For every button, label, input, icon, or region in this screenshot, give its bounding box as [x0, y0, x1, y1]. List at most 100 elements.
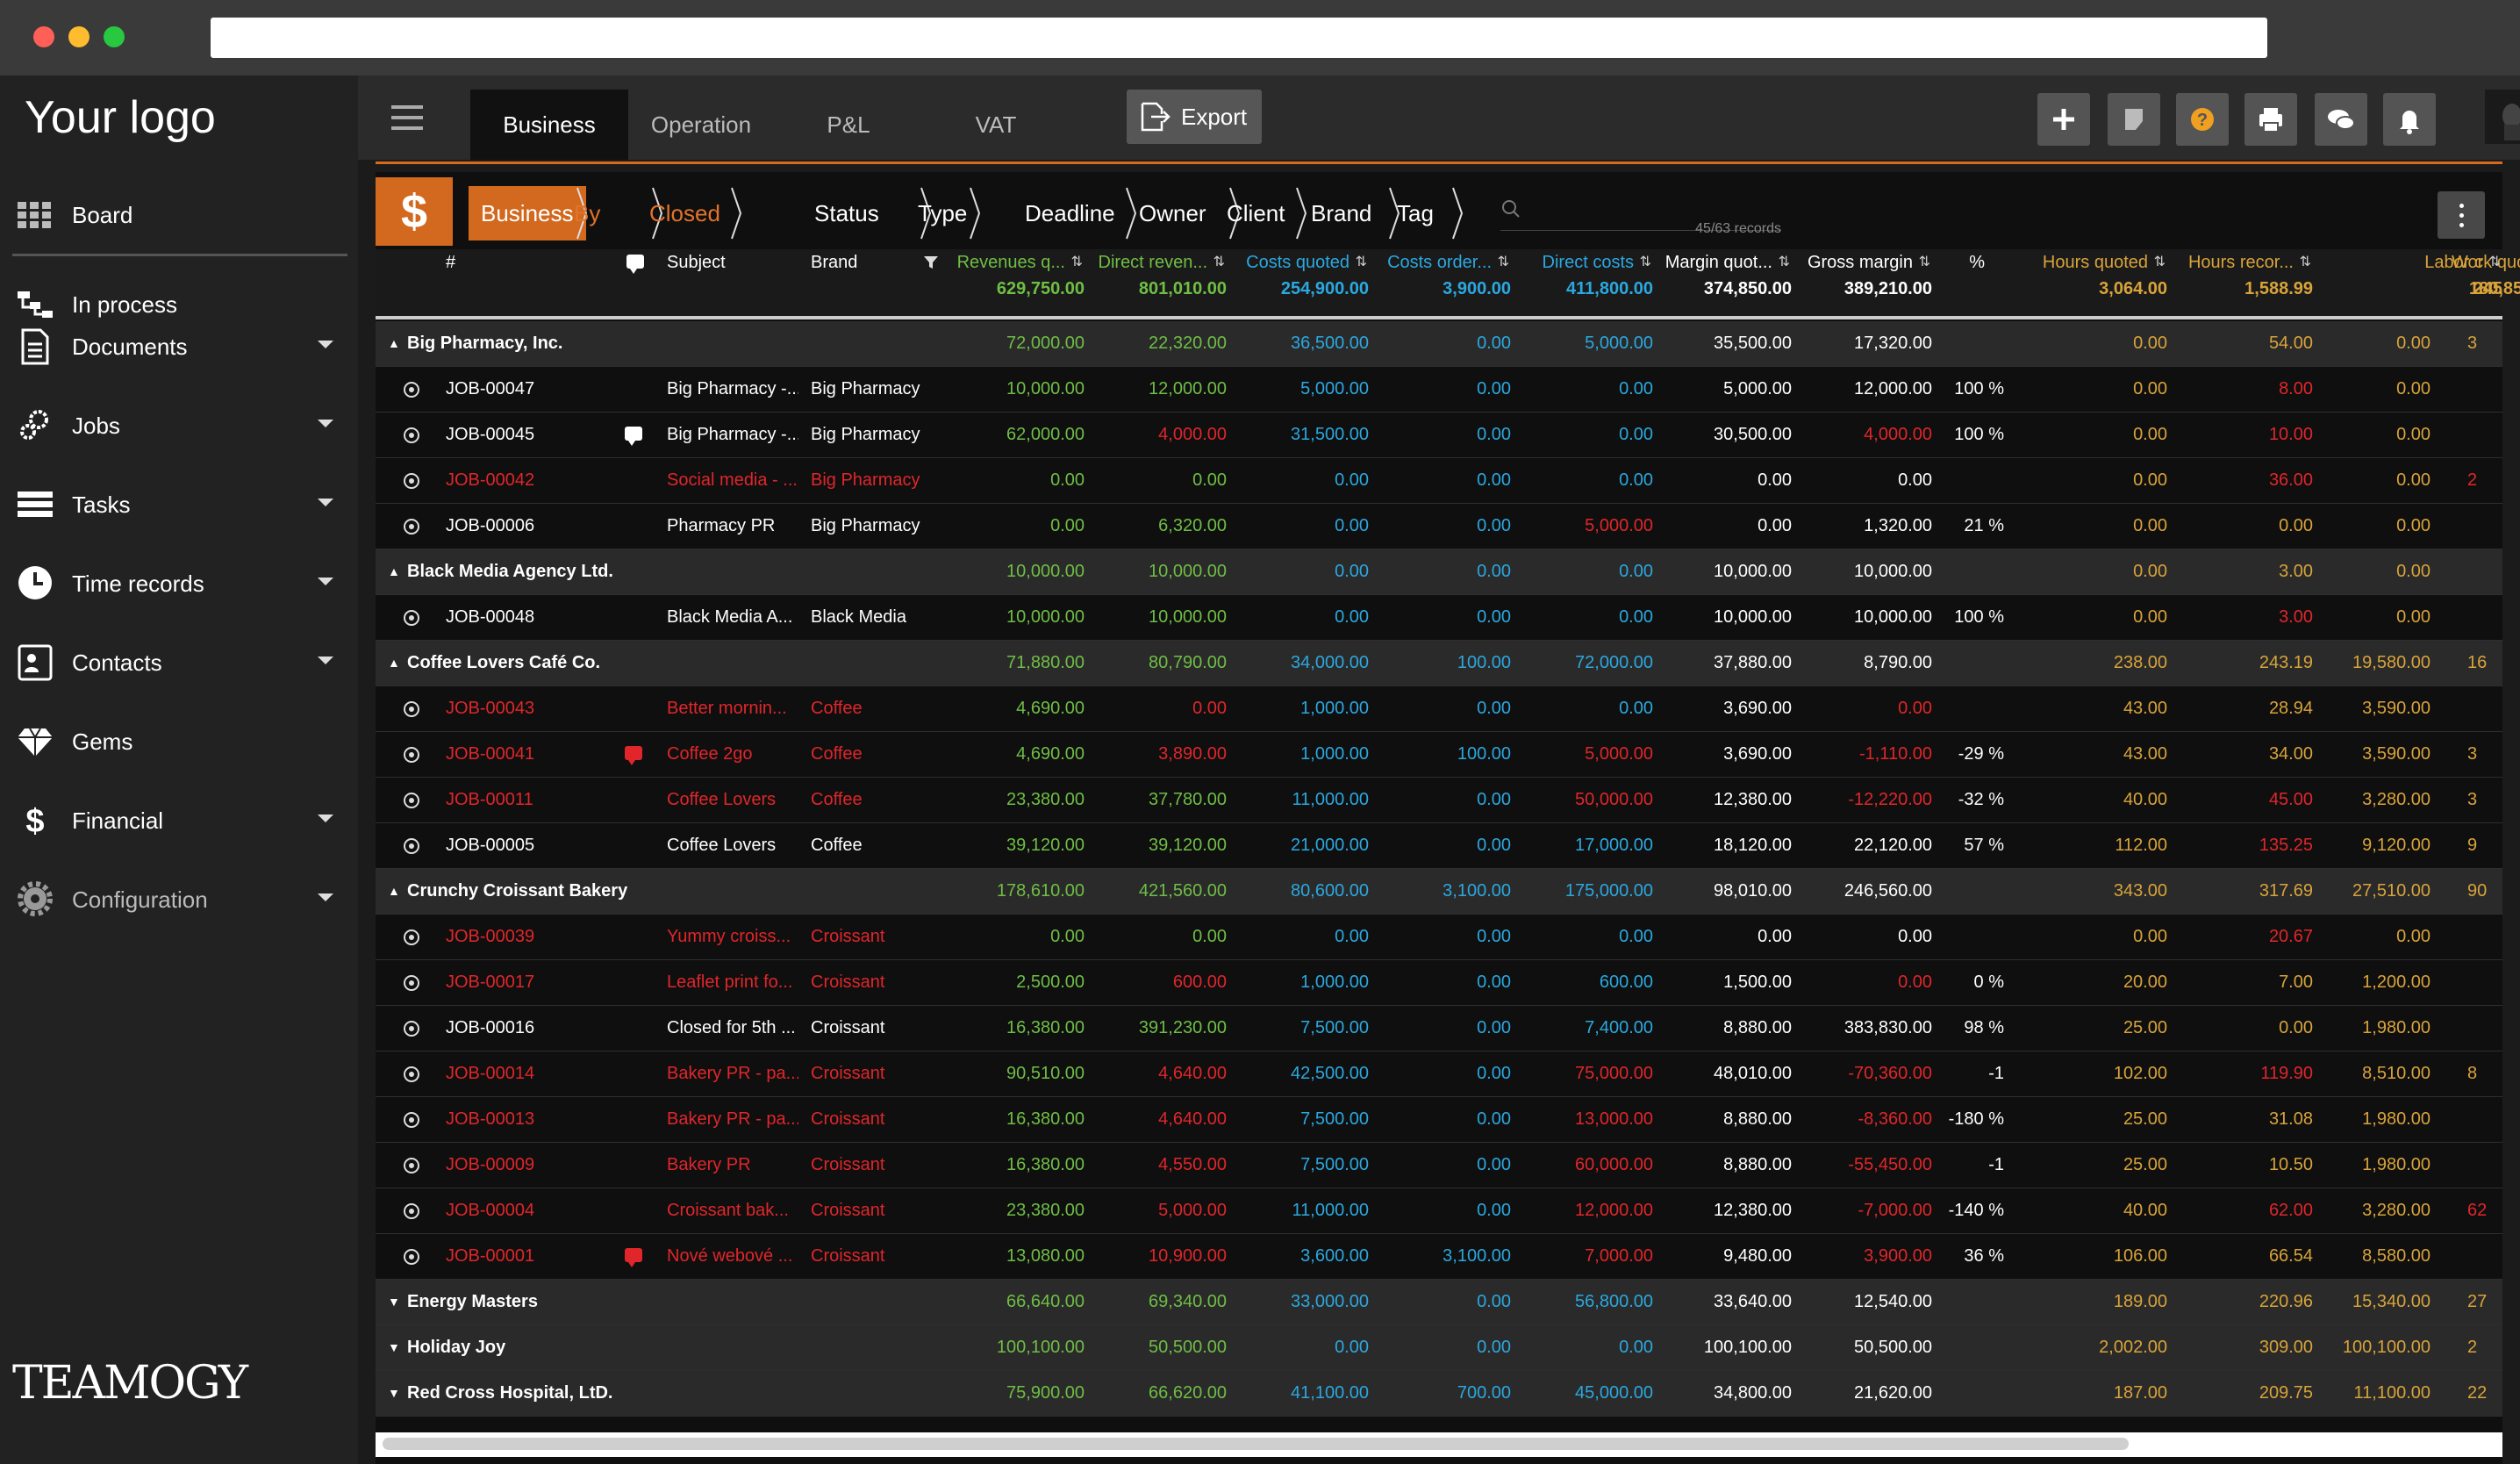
- client-group-row[interactable]: ▼ Red Cross Hospital, LtD. 75,900.00 66,620…: [376, 1371, 2502, 1417]
- job-number[interactable]: JOB-00004: [446, 1201, 535, 1220]
- column-header-margin-quot-[interactable]: Margin quot...: [1664, 253, 1772, 272]
- row-select-radio[interactable]: [404, 610, 419, 626]
- search-field[interactable]: 45/63 records: [1500, 195, 1781, 236]
- row-select-radio[interactable]: [404, 382, 419, 398]
- column-header-direct-costs[interactable]: Direct costs: [1542, 253, 1634, 272]
- chevron-down-icon[interactable]: [318, 420, 333, 427]
- row-select-radio[interactable]: [404, 473, 419, 489]
- table-row[interactable]: JOB-00041 Coffee 2go Coffee 4,690.00 3,890.0…: [376, 732, 2502, 778]
- table-row[interactable]: JOB-00011 Coffee Lovers Coffee 23,380.00 37,…: [376, 778, 2502, 823]
- table-row[interactable]: JOB-00014 Bakery PR - pa... Croissant 90,51…: [376, 1051, 2502, 1097]
- row-select-radio[interactable]: [404, 793, 419, 808]
- minimize-window-button[interactable]: [68, 26, 89, 47]
- sort-icon[interactable]: ⇅: [2299, 255, 2311, 269]
- sidebar-item-documents[interactable]: Documents: [0, 307, 358, 386]
- job-number[interactable]: JOB-00047: [446, 379, 535, 398]
- tab-vat[interactable]: VAT: [975, 111, 1017, 138]
- app-logo[interactable]: Your logo: [25, 92, 216, 143]
- table-row[interactable]: JOB-00001 Nové webové ... Croissant 13,080.…: [376, 1234, 2502, 1280]
- add-button[interactable]: [2037, 93, 2090, 146]
- client-group-row[interactable]: ▼ Energy Masters 66,640.00 69,340.00 33,000.…: [376, 1280, 2502, 1325]
- job-number[interactable]: JOB-00048: [446, 607, 535, 627]
- row-select-radio[interactable]: [404, 427, 419, 443]
- sidebar-item-tasks[interactable]: Tasks: [0, 465, 358, 544]
- maximize-window-button[interactable]: [104, 26, 125, 47]
- table-row[interactable]: JOB-00009 Bakery PR Croissant 16,380.00 4,55…: [376, 1143, 2502, 1188]
- sort-icon[interactable]: ⇅: [1070, 255, 1083, 269]
- sidebar-item-configuration[interactable]: Configuration: [0, 860, 358, 939]
- filter-crumb-type[interactable]: Type: [918, 200, 968, 226]
- row-select-radio[interactable]: [404, 1249, 419, 1265]
- row-select-radio[interactable]: [404, 1203, 419, 1219]
- row-select-radio[interactable]: [404, 1158, 419, 1173]
- chevron-down-icon[interactable]: [318, 893, 333, 901]
- sort-icon[interactable]: ⇅: [2153, 255, 2166, 269]
- job-number[interactable]: JOB-00006: [446, 516, 535, 535]
- table-row[interactable]: JOB-00006 Pharmacy PR Big Pharmacy 0.00 6,32…: [376, 504, 2502, 549]
- column-header-hours-quoted[interactable]: Hours quoted: [2042, 253, 2148, 272]
- table-row[interactable]: JOB-00016 Closed for 5th ... Croissant 16,3…: [376, 1006, 2502, 1051]
- column-header-gross-margin[interactable]: Gross margin: [1807, 253, 1913, 272]
- row-select-radio[interactable]: [404, 1112, 419, 1128]
- column-header-work-quoted[interactable]: Work quoted: [2452, 253, 2520, 272]
- collapse-icon[interactable]: ▲: [388, 656, 400, 670]
- table-row[interactable]: JOB-00017 Leaflet print fo... Croissant 2,5…: [376, 960, 2502, 1006]
- row-select-radio[interactable]: [404, 747, 419, 763]
- job-number[interactable]: JOB-00014: [446, 1064, 535, 1083]
- chevron-down-icon[interactable]: [318, 499, 333, 506]
- chevron-down-icon[interactable]: [318, 341, 333, 348]
- row-select-radio[interactable]: [404, 519, 419, 535]
- comment-icon[interactable]: [625, 427, 642, 446]
- collapse-icon[interactable]: ▲: [388, 564, 400, 578]
- job-number[interactable]: JOB-00045: [446, 425, 535, 444]
- filter-crumb-closed[interactable]: Closed: [649, 200, 720, 226]
- table-row[interactable]: JOB-00042 Social media - ... Big Pharmacy 0…: [376, 458, 2502, 504]
- horizontal-scrollbar[interactable]: [383, 1438, 2129, 1450]
- filter-icon[interactable]: [923, 255, 939, 270]
- row-select-radio[interactable]: [404, 701, 419, 717]
- row-select-radio[interactable]: [404, 975, 419, 991]
- filter-crumb-tag[interactable]: Tag: [1397, 200, 1434, 226]
- client-group-row[interactable]: ▲ Coffee Lovers Café Co. 71,880.00 80,790.0…: [376, 641, 2502, 686]
- sidebar-item-in-process[interactable]: In process: [0, 265, 358, 344]
- job-number[interactable]: JOB-00017: [446, 972, 535, 992]
- sort-icon[interactable]: ⇅: [1497, 255, 1509, 269]
- job-number[interactable]: JOB-00016: [446, 1018, 535, 1037]
- client-group-row[interactable]: ▲ Big Pharmacy, Inc. 72,000.00 22,320.00 36,…: [376, 321, 2502, 367]
- column-header-revenues-q-[interactable]: Revenues q...: [956, 253, 1065, 272]
- column-header-brand[interactable]: Brand: [811, 253, 858, 272]
- table-row[interactable]: JOB-00045 Big Pharmacy -... Big Pharmacy 62…: [376, 413, 2502, 458]
- column-header-subject[interactable]: Subject: [667, 253, 726, 272]
- column-header-costs-order-[interactable]: Costs order...: [1387, 253, 1492, 272]
- notifications-button[interactable]: [2383, 93, 2436, 146]
- job-number[interactable]: JOB-00011: [446, 790, 533, 809]
- filter-crumb-client[interactable]: Client: [1227, 200, 1285, 226]
- chevron-down-icon[interactable]: [318, 815, 333, 822]
- column-header-number[interactable]: #: [446, 253, 456, 272]
- sort-icon[interactable]: ⇅: [1639, 255, 1651, 269]
- job-number[interactable]: JOB-00039: [446, 927, 535, 946]
- client-group-row[interactable]: ▲ Black Media Agency Ltd. 10,000.00 10,000.…: [376, 549, 2502, 595]
- table-row[interactable]: JOB-00004 Croissant bak... Croissant 23,380…: [376, 1188, 2502, 1234]
- tab-business[interactable]: Business: [470, 90, 628, 160]
- column-header-direct-reven-[interactable]: Direct reven...: [1098, 253, 1207, 272]
- table-row[interactable]: JOB-00005 Coffee Lovers Coffee 39,120.00 39,…: [376, 823, 2502, 869]
- row-select-radio[interactable]: [404, 838, 419, 854]
- sort-icon[interactable]: ⇅: [1213, 255, 1225, 269]
- table-row[interactable]: JOB-00013 Bakery PR - pa... Croissant 16,38…: [376, 1097, 2502, 1143]
- tab-operation[interactable]: Operation: [650, 111, 752, 138]
- job-number[interactable]: JOB-00009: [446, 1155, 535, 1174]
- sort-icon[interactable]: ⇅: [2488, 255, 2501, 269]
- column-header-hours-recor-[interactable]: Hours recor...: [2187, 253, 2294, 272]
- job-number[interactable]: JOB-00013: [446, 1109, 535, 1129]
- expand-icon[interactable]: ▼: [388, 1340, 400, 1354]
- job-number[interactable]: JOB-00041: [446, 744, 535, 764]
- job-number[interactable]: JOB-00005: [446, 836, 535, 855]
- table-row[interactable]: JOB-00047 Big Pharmacy -... Big Pharmacy 10…: [376, 367, 2502, 413]
- filter-crumb-by-client[interactable]: By client: [574, 200, 627, 281]
- expand-icon[interactable]: ▼: [388, 1386, 400, 1400]
- hamburger-menu-icon[interactable]: [391, 105, 423, 130]
- job-number[interactable]: JOB-00043: [446, 699, 535, 718]
- expand-icon[interactable]: ▼: [388, 1295, 400, 1309]
- address-bar[interactable]: [211, 18, 2267, 58]
